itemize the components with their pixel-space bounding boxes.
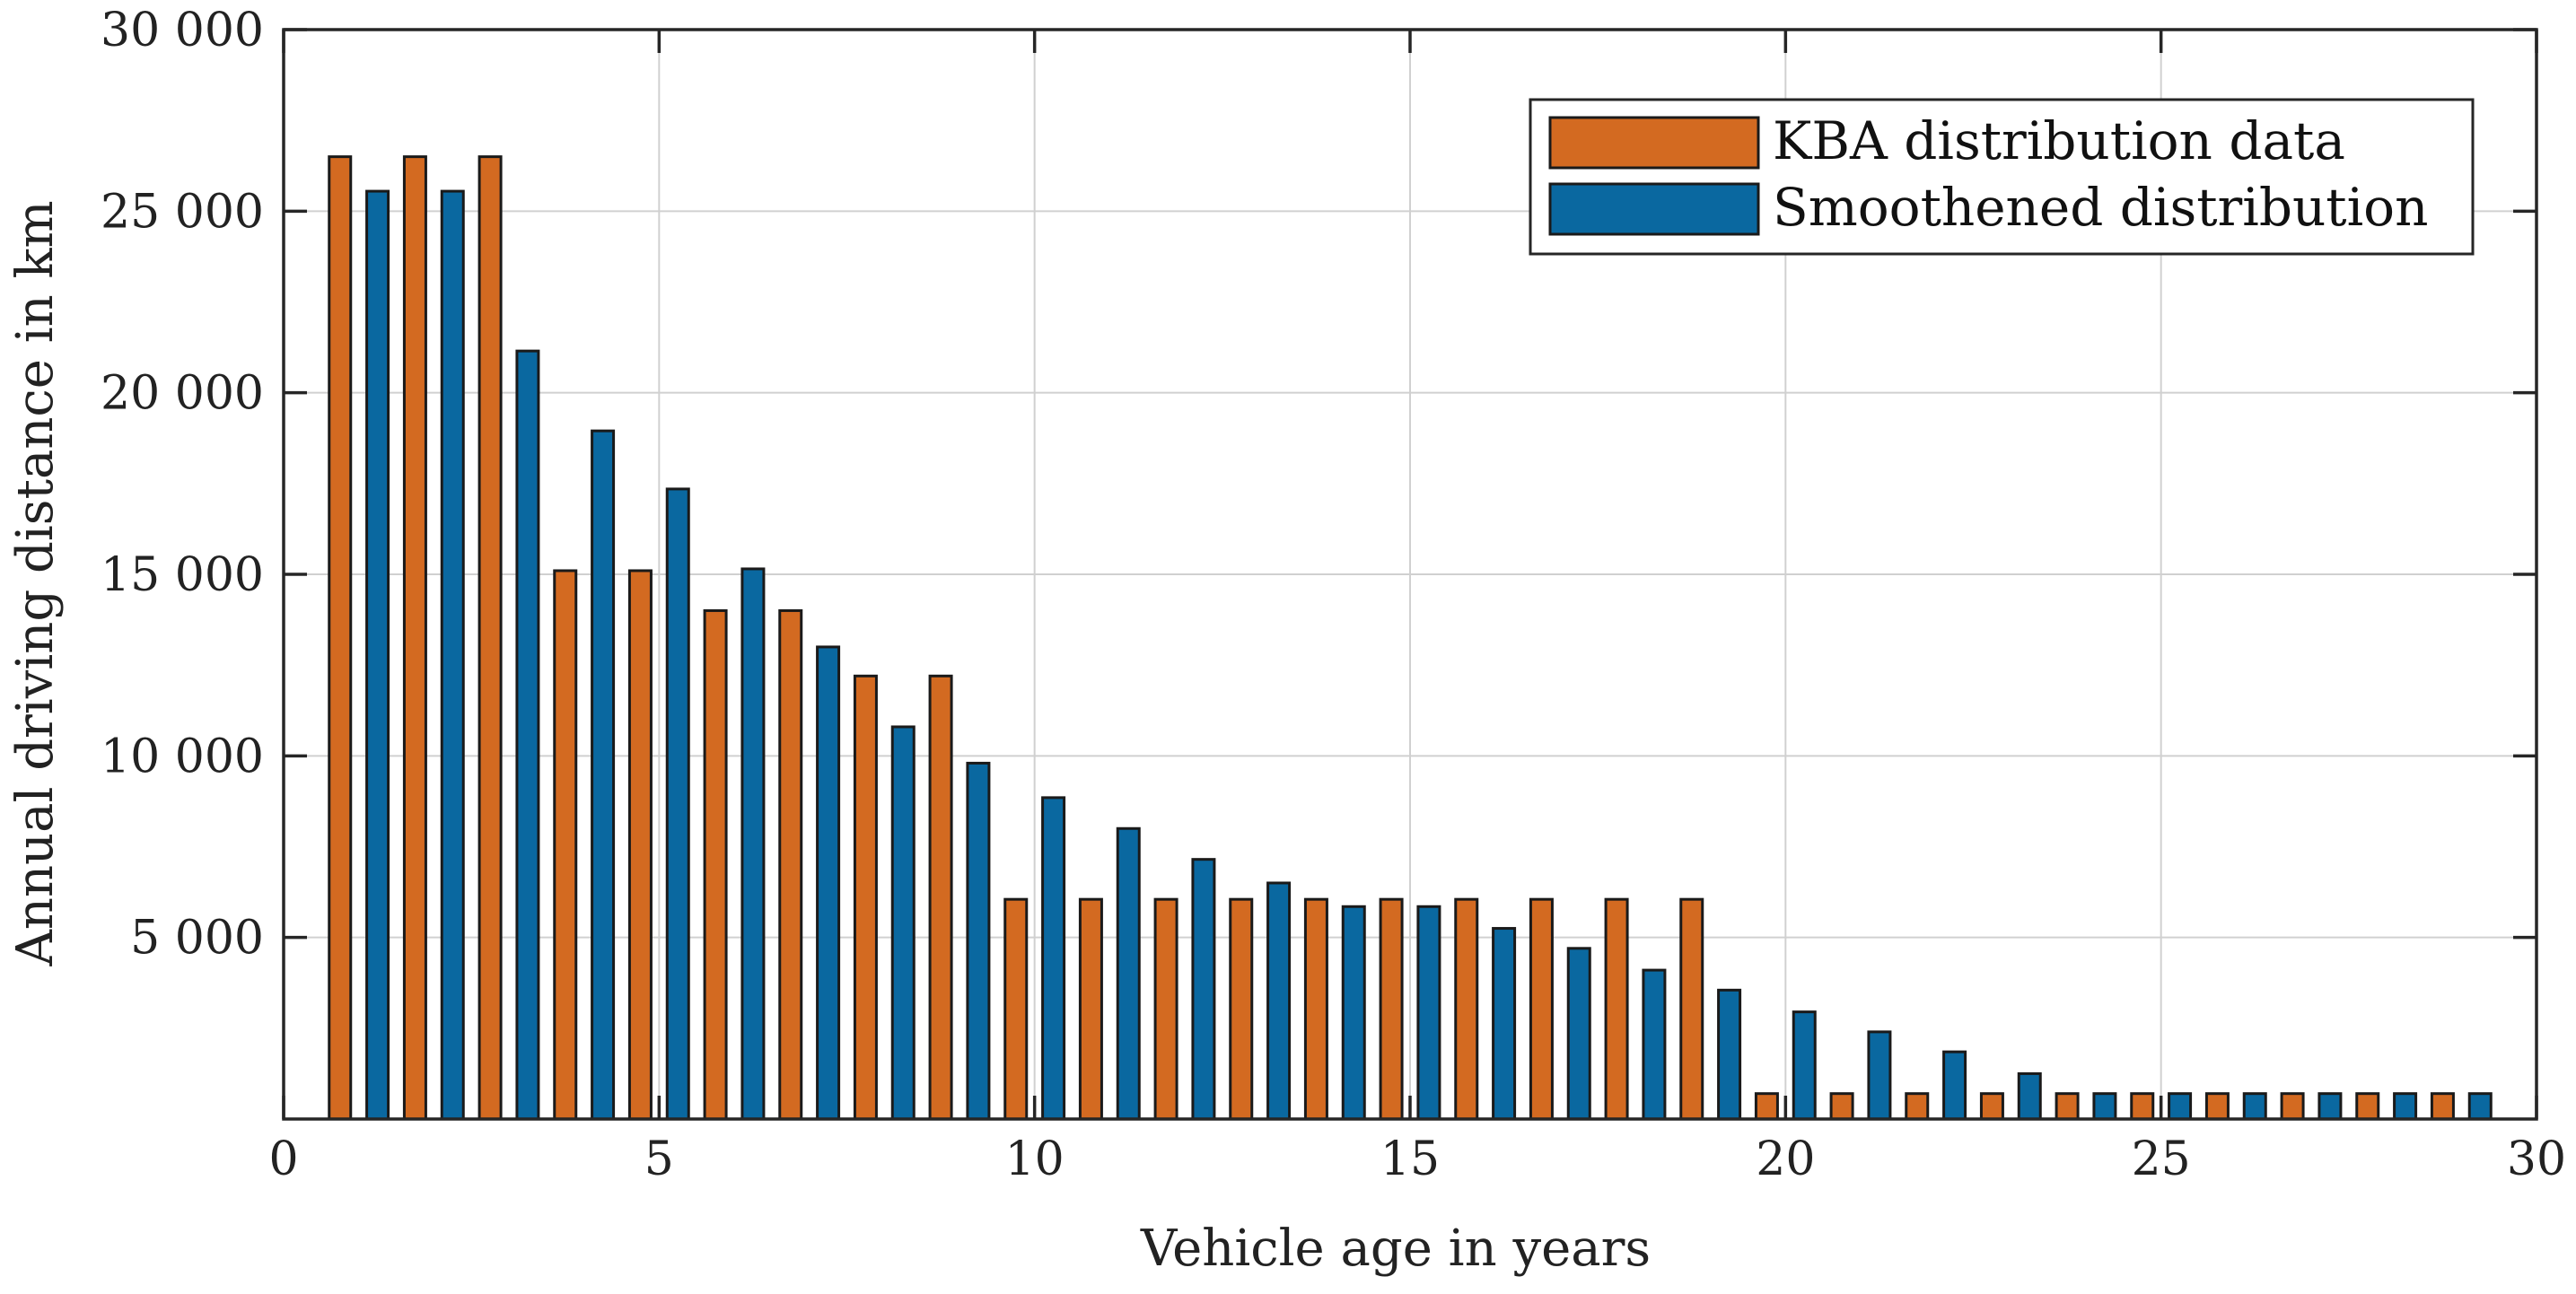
bar-kba-age-19 (1679, 897, 1704, 1121)
y-tick-label: 5 000 (130, 912, 264, 966)
x-tick-label: 15 (1380, 1132, 1440, 1186)
bar-kba-age-11 (1078, 897, 1103, 1121)
bar-smoothened-age-15 (1416, 905, 1441, 1121)
bar-kba-age-8 (853, 674, 878, 1121)
bar-kba-age-17 (1529, 897, 1554, 1121)
bar-kba-age-10 (1003, 897, 1029, 1121)
bar-kba-age-14 (1303, 897, 1328, 1121)
legend-label-kba: KBA distribution data (1773, 110, 2345, 171)
bar-kba-age-26 (2204, 1092, 2230, 1121)
bar-kba-age-28 (2355, 1092, 2380, 1121)
y-tick-label: 20 000 (101, 367, 264, 421)
bar-smoothened-age-21 (1867, 1030, 1892, 1121)
bar-kba-age-20 (1754, 1092, 1779, 1121)
bar-kba-age-3 (478, 155, 503, 1121)
bar-kba-age-23 (1979, 1092, 2004, 1121)
bar-smoothened-age-19 (1717, 988, 1742, 1121)
bar-smoothened-age-7 (816, 645, 841, 1121)
bar-smoothened-age-2 (440, 189, 465, 1121)
bar-kba-age-27 (2280, 1092, 2305, 1121)
bar-kba-age-18 (1604, 897, 1629, 1121)
bar-kba-age-13 (1229, 897, 1254, 1121)
bar-kba-age-25 (2130, 1092, 2155, 1121)
bar-smoothened-age-10 (1041, 796, 1066, 1121)
bar-kba-age-7 (778, 608, 803, 1121)
bar-smoothened-age-25 (2168, 1092, 2193, 1121)
bar-smoothened-age-6 (740, 567, 766, 1121)
x-tick-label: 25 (2132, 1132, 2191, 1186)
x-axis-title: Vehicle age in years (1140, 1220, 1651, 1278)
y-tick-label: 10 000 (101, 730, 264, 783)
bar-smoothened-age-18 (1642, 968, 1667, 1121)
bar-smoothened-age-22 (1942, 1050, 1967, 1121)
bar-smoothened-age-9 (966, 761, 991, 1121)
bar-kba-age-4 (553, 569, 578, 1121)
bar-smoothened-age-13 (1266, 881, 1292, 1121)
bar-smoothened-age-8 (890, 725, 916, 1121)
legend-swatch-kba (1548, 116, 1760, 170)
bar-kba-age-12 (1153, 897, 1178, 1121)
bars (328, 155, 2493, 1121)
y-tick-label: 15 000 (101, 548, 264, 602)
tick-labels: 0 5 10 15 20 25 30 5 000 10 000 15 000 20 000 25 00… (101, 4, 2566, 1186)
y-axis-title: Annual driving distance in km (6, 200, 65, 966)
bar-kba-age-16 (1454, 897, 1479, 1121)
bar-kba-age-9 (928, 674, 953, 1121)
x-tick-label: 0 (268, 1132, 298, 1186)
bar-smoothened-age-23 (2017, 1071, 2042, 1121)
bar-smoothened-age-12 (1191, 858, 1216, 1121)
y-tick-label: 30 000 (101, 4, 264, 57)
x-tick-label: 20 (1756, 1132, 1815, 1186)
bar-kba-age-21 (1829, 1092, 1854, 1121)
bar-smoothened-age-20 (1792, 1010, 1817, 1121)
bar-smoothened-age-28 (2393, 1092, 2418, 1121)
x-tick-label: 10 (1005, 1132, 1065, 1186)
x-tick-label: 30 (2507, 1132, 2566, 1186)
bar-kba-age-2 (402, 155, 427, 1121)
x-tick-label: 5 (644, 1132, 674, 1186)
y-tick-label: 25 000 (101, 185, 264, 239)
bar-smoothened-age-3 (515, 349, 540, 1121)
bar-smoothened-age-14 (1341, 905, 1366, 1121)
bar-smoothened-age-4 (591, 429, 616, 1121)
bar-kba-age-6 (703, 608, 728, 1121)
bar-smoothened-age-11 (1116, 826, 1141, 1121)
bar-smoothened-age-1 (365, 189, 390, 1121)
bar-smoothened-age-16 (1492, 927, 1517, 1121)
bar-kba-age-5 (627, 569, 653, 1121)
axes (282, 28, 2538, 1121)
bar-smoothened-age-24 (2092, 1092, 2117, 1121)
bar-smoothened-age-27 (2318, 1092, 2343, 1121)
bar-kba-age-22 (1905, 1092, 1930, 1121)
legend-swatch-smoothened (1548, 182, 1760, 236)
bar-kba-age-29 (2430, 1092, 2455, 1121)
bar-smoothened-age-29 (2467, 1092, 2493, 1121)
bar-kba-age-15 (1379, 897, 1404, 1121)
bar-smoothened-age-5 (665, 487, 690, 1121)
bar-kba-age-24 (2055, 1092, 2080, 1121)
bar-smoothened-age-17 (1566, 947, 1591, 1121)
bar-smoothened-age-26 (2242, 1092, 2267, 1121)
bar-kba-age-1 (328, 155, 353, 1121)
legend-label-smoothened: Smoothened distribution (1773, 177, 2428, 238)
